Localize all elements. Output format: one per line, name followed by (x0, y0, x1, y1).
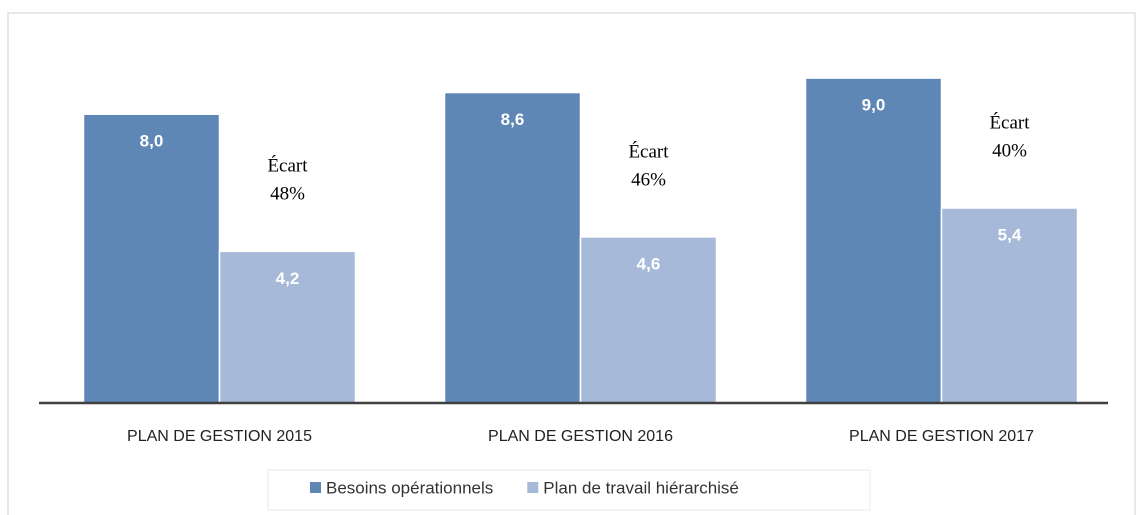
annotation: Écart (267, 155, 308, 177)
legend-label: Besoins opérationnels (326, 478, 493, 497)
value-label: 8,6 (501, 110, 525, 129)
value-label: 4,6 (637, 254, 661, 273)
value-label: 5,4 (998, 226, 1022, 245)
x-tick-label: PLAN DE GESTION 2015 (127, 428, 312, 445)
bar (443, 91, 582, 404)
annotation: Écart (989, 111, 1030, 133)
frame (7, 12, 1136, 515)
x-tick-label: PLAN DE GESTION 2016 (488, 428, 673, 445)
bar (940, 207, 1079, 404)
bar (218, 250, 357, 404)
bar (804, 77, 943, 404)
value-label: 4,2 (276, 269, 300, 288)
legend-label: Plan de travail hiérarchisé (543, 478, 739, 497)
legend-marker (527, 482, 539, 493)
bar (82, 113, 221, 404)
annotation: 40% (992, 140, 1027, 161)
value-label: 9,0 (862, 96, 886, 115)
legend-marker (310, 482, 321, 493)
value-label: 8,0 (140, 132, 164, 151)
legend-box (267, 469, 871, 511)
annotation: Écart (628, 140, 669, 162)
annotation: 48% (270, 184, 305, 205)
x-tick-label: PLAN DE GESTION 2017 (849, 428, 1034, 445)
annotation: 46% (631, 169, 666, 190)
